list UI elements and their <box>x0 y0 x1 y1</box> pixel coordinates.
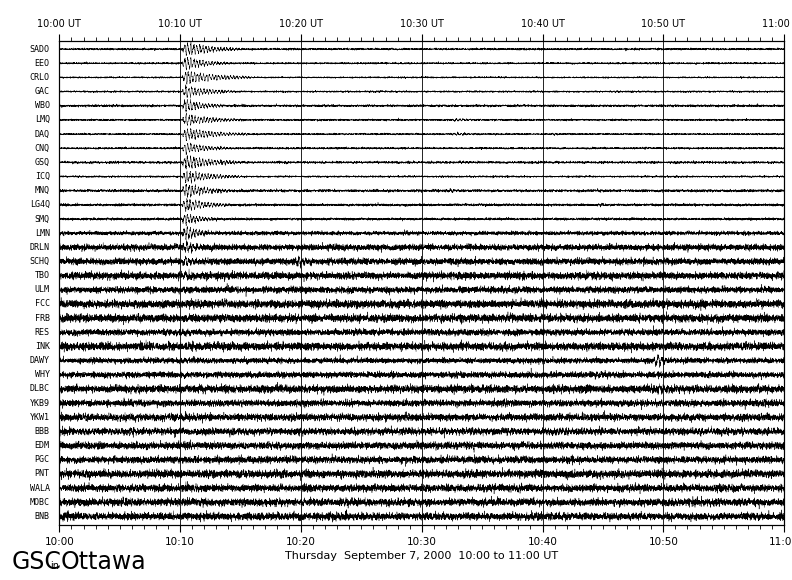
Text: SADO: SADO <box>30 45 50 53</box>
Text: BBB: BBB <box>35 427 50 436</box>
Text: DAWY: DAWY <box>30 356 50 365</box>
Text: FCC: FCC <box>35 299 50 309</box>
Text: YKW1: YKW1 <box>30 413 50 422</box>
Text: GSQ: GSQ <box>35 158 50 167</box>
Text: GAC: GAC <box>35 87 50 96</box>
Text: DRLN: DRLN <box>30 243 50 252</box>
Text: ULM: ULM <box>35 285 50 294</box>
Text: MOBC: MOBC <box>30 498 50 507</box>
Text: PGC: PGC <box>35 455 50 464</box>
Text: RES: RES <box>35 328 50 337</box>
Text: MNQ: MNQ <box>35 186 50 195</box>
Text: DLBC: DLBC <box>30 385 50 393</box>
Text: GSC: GSC <box>12 550 62 574</box>
Text: LMQ: LMQ <box>35 115 50 124</box>
Text: SCHQ: SCHQ <box>30 257 50 266</box>
Text: Ottawa: Ottawa <box>61 550 147 574</box>
Text: WHY: WHY <box>35 370 50 379</box>
Text: TBO: TBO <box>35 271 50 280</box>
Text: WBO: WBO <box>35 102 50 110</box>
Text: LMN: LMN <box>35 229 50 238</box>
Text: ICQ: ICQ <box>35 172 50 181</box>
Text: PNT: PNT <box>35 469 50 478</box>
Text: FRB: FRB <box>35 314 50 322</box>
Text: in: in <box>50 561 59 571</box>
Text: YKB9: YKB9 <box>30 398 50 408</box>
Text: BNB: BNB <box>35 512 50 521</box>
Text: EDM: EDM <box>35 441 50 450</box>
Text: CNQ: CNQ <box>35 144 50 153</box>
Text: CRLO: CRLO <box>30 73 50 82</box>
Text: INK: INK <box>35 342 50 351</box>
Text: DAQ: DAQ <box>35 129 50 139</box>
Text: LG4Q: LG4Q <box>30 200 50 209</box>
Text: EEO: EEO <box>35 59 50 68</box>
Text: SMQ: SMQ <box>35 215 50 223</box>
Text: WALA: WALA <box>30 484 50 492</box>
X-axis label: Thursday  September 7, 2000  10:00 to 11:00 UT: Thursday September 7, 2000 10:00 to 11:0… <box>285 551 558 561</box>
